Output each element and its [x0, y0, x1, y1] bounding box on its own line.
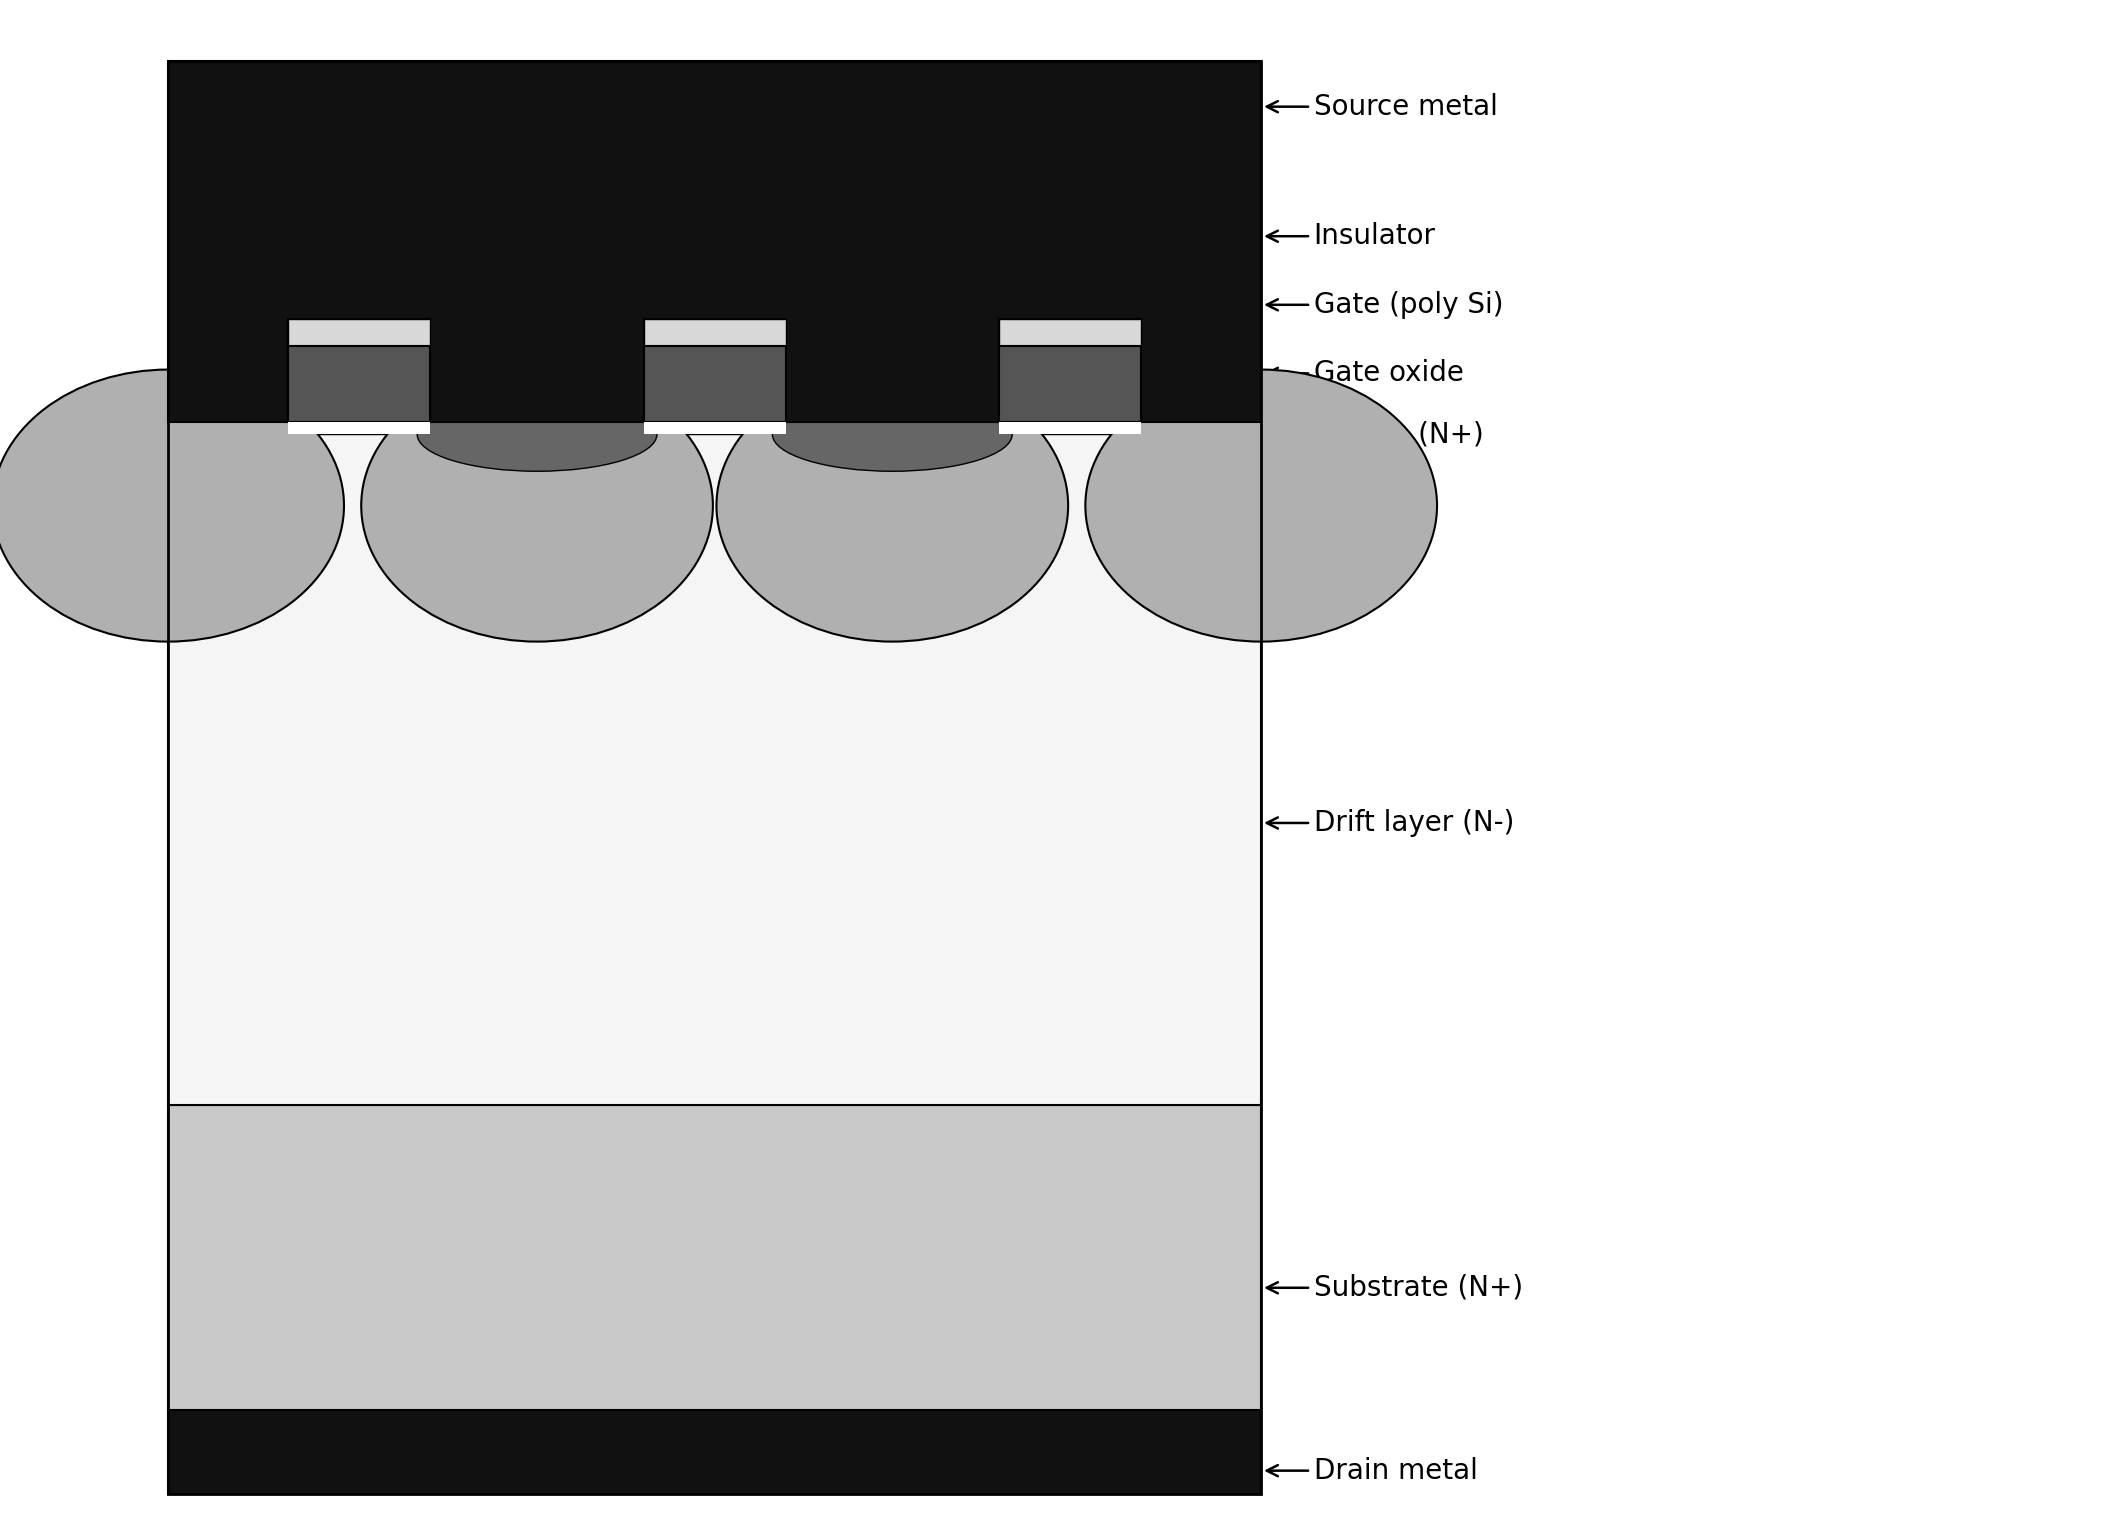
- Text: Substrate (N+): Substrate (N+): [1268, 1274, 1522, 1301]
- Ellipse shape: [717, 369, 1068, 642]
- Ellipse shape: [416, 398, 658, 471]
- Bar: [168, 1105, 1261, 1410]
- Polygon shape: [168, 61, 1261, 422]
- Text: Drift layer (N-): Drift layer (N-): [1268, 809, 1513, 837]
- Bar: [643, 319, 786, 346]
- Bar: [998, 422, 1141, 434]
- Bar: [643, 346, 786, 422]
- Bar: [643, 422, 786, 434]
- Bar: [288, 346, 431, 422]
- Bar: [288, 422, 431, 434]
- Ellipse shape: [771, 398, 1013, 471]
- Bar: [168, 61, 1261, 1494]
- Text: Drain metal: Drain metal: [1268, 1457, 1478, 1484]
- Text: Source metal: Source metal: [1268, 93, 1497, 120]
- Ellipse shape: [362, 369, 713, 642]
- Bar: [168, 422, 1261, 434]
- Text: Body (P): Body (P): [1268, 492, 1431, 520]
- Ellipse shape: [0, 369, 345, 642]
- Bar: [998, 346, 1141, 422]
- Text: Insulator: Insulator: [1268, 223, 1436, 250]
- Bar: [288, 319, 431, 346]
- Text: Gate (poly Si): Gate (poly Si): [1268, 291, 1503, 319]
- Text: Gate oxide: Gate oxide: [1268, 360, 1463, 387]
- Ellipse shape: [1085, 369, 1438, 642]
- Text: Source (N+): Source (N+): [1268, 421, 1484, 448]
- Bar: [998, 319, 1141, 346]
- Bar: [168, 1410, 1261, 1494]
- Bar: [168, 434, 1261, 1105]
